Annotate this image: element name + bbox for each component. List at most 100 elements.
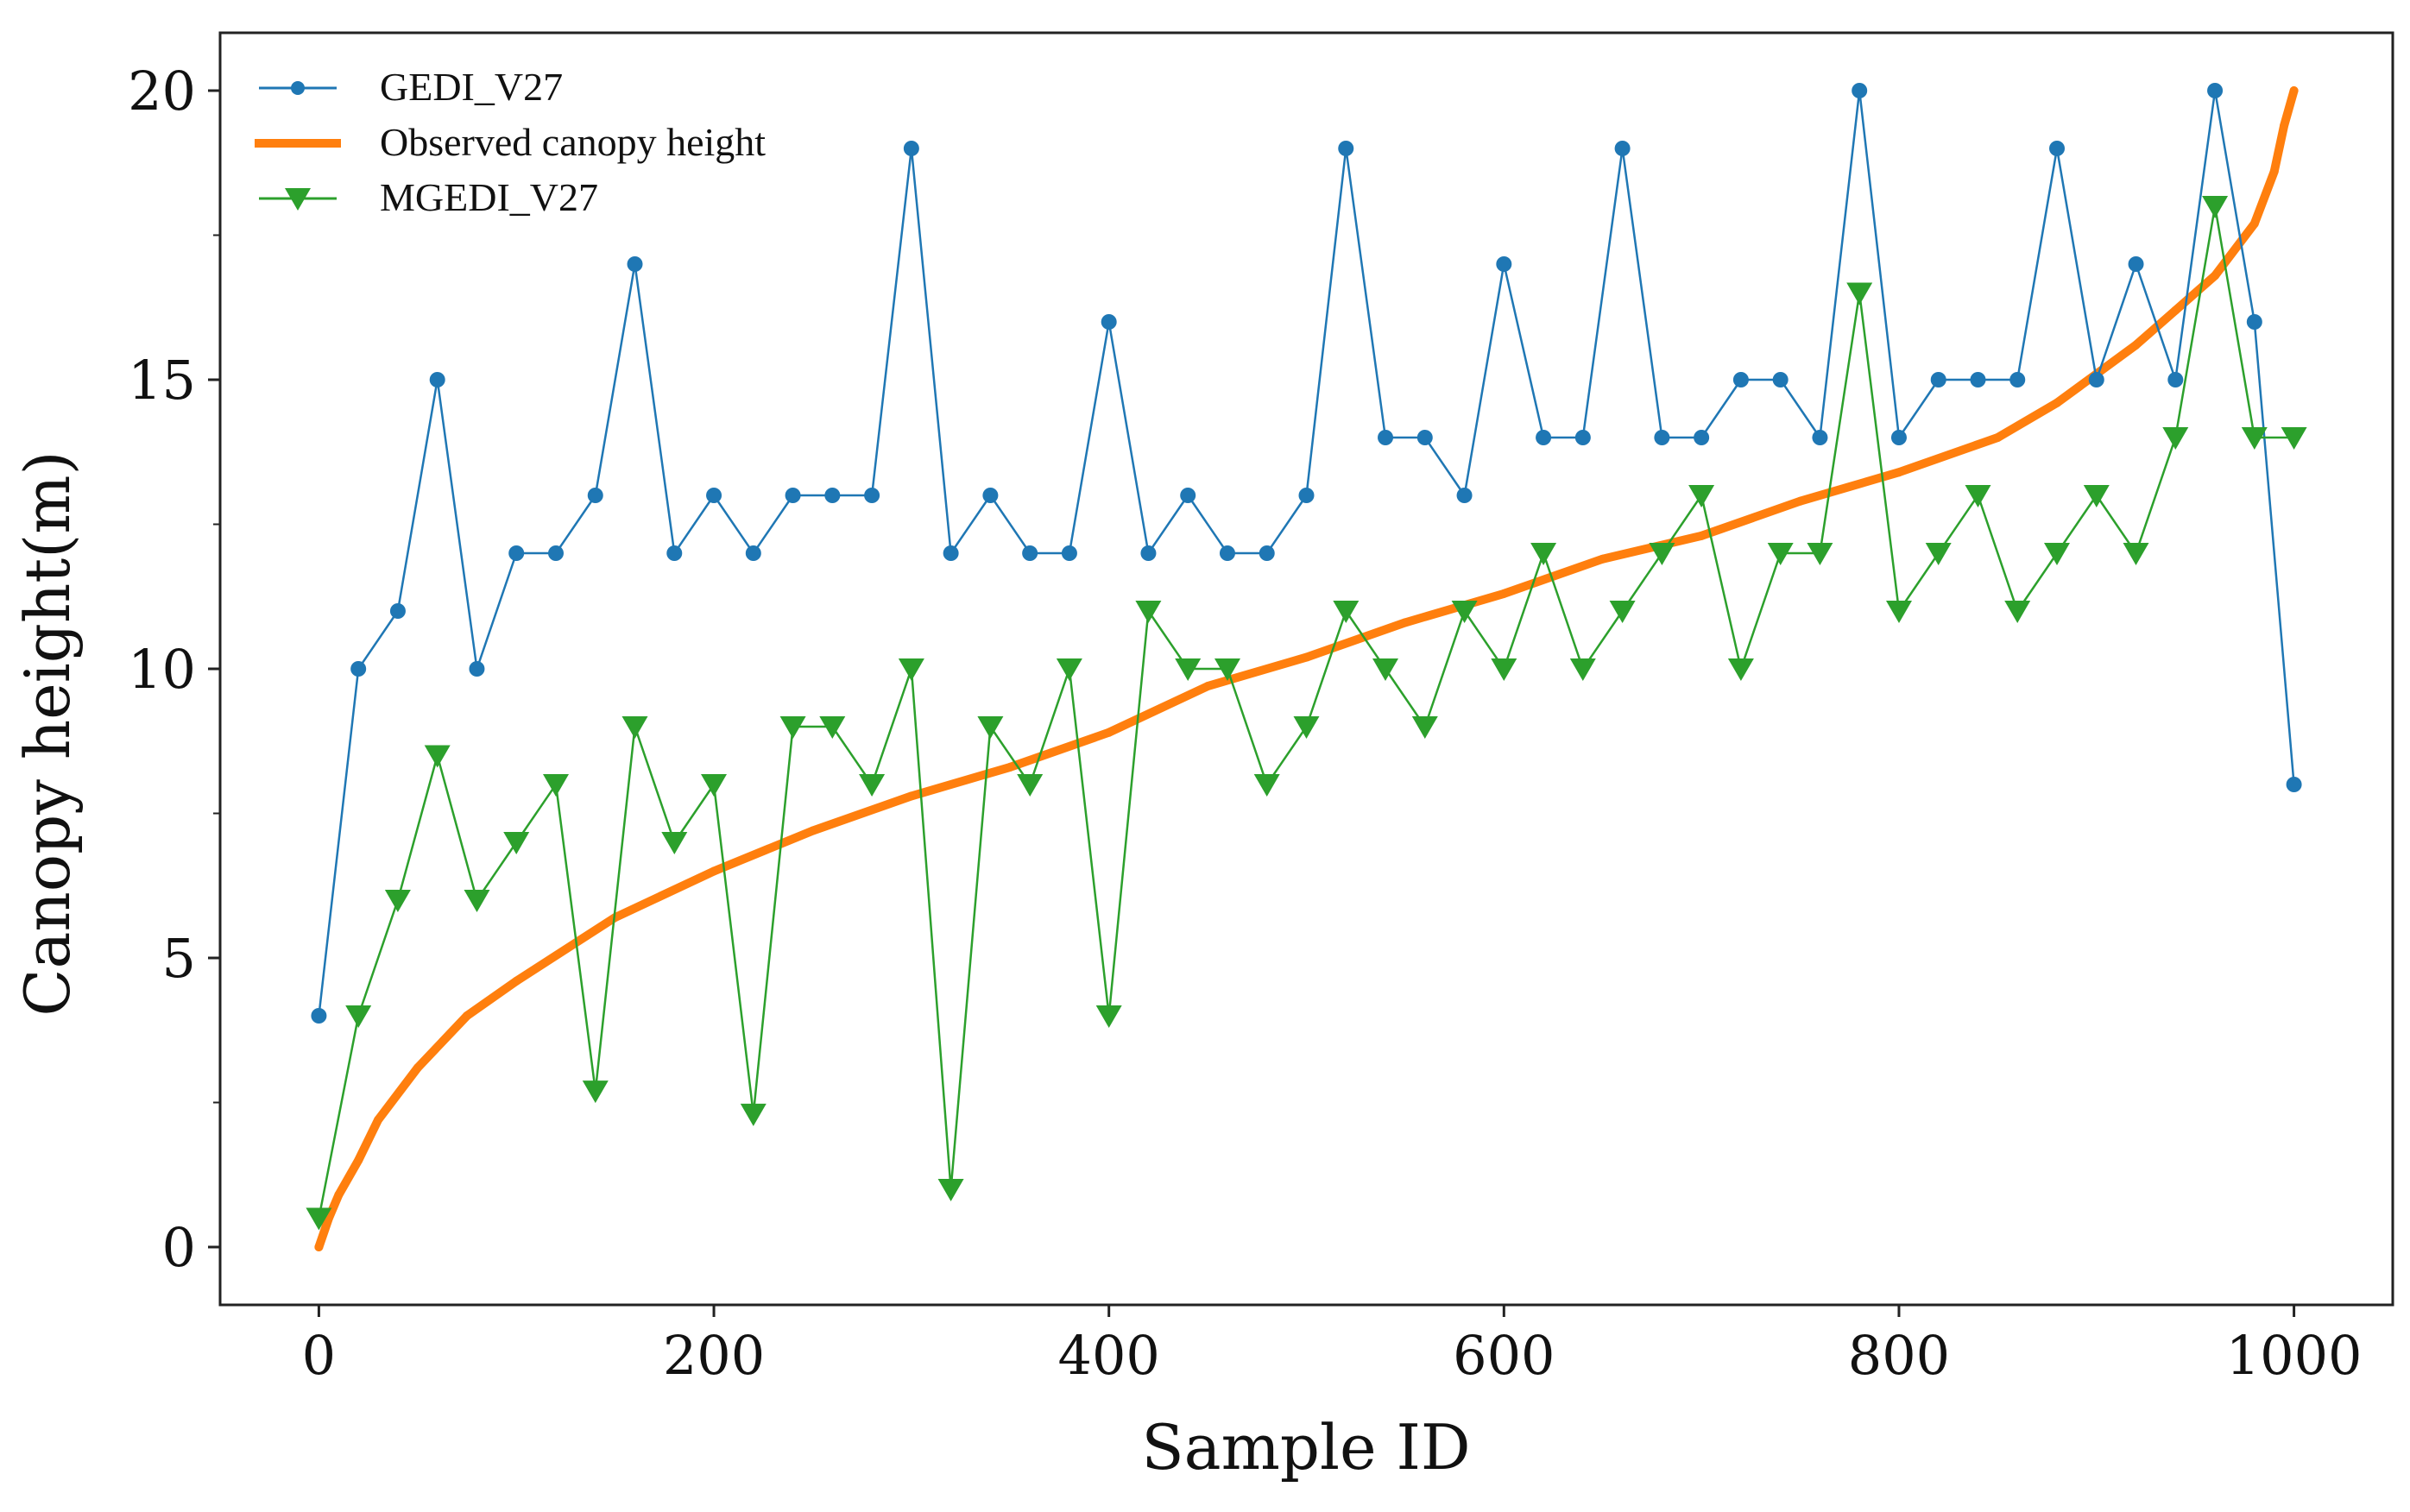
data-point-gedi	[1614, 141, 1631, 156]
data-point-observed	[463, 1011, 472, 1020]
data-point-gedi	[982, 488, 999, 503]
legend-swatch-mgedi-marker	[285, 188, 311, 211]
data-point-gedi	[2088, 372, 2104, 387]
plot-frame	[218, 31, 2394, 1307]
data-point-gedi	[1101, 314, 1117, 330]
data-point-gedi	[2207, 83, 2224, 98]
data-point-gedi	[1772, 372, 1789, 387]
data-point-mgedi	[543, 774, 569, 797]
data-point-observed	[1006, 762, 1015, 772]
data-point-gedi	[1219, 545, 1235, 561]
legend-label-mgedi: MGEDI_V27	[380, 175, 598, 219]
data-point-gedi	[2286, 777, 2302, 792]
data-point-mgedi	[345, 1005, 372, 1028]
data-point-mgedi	[1569, 658, 1596, 681]
data-point-gedi	[2167, 372, 2184, 387]
data-point-mgedi	[1649, 543, 1675, 565]
data-point-gedi	[1416, 430, 1433, 445]
data-point-mgedi	[701, 774, 727, 797]
data-point-mgedi	[898, 658, 924, 681]
data-point-gedi	[1456, 488, 1473, 503]
data-point-gedi	[1536, 430, 1552, 445]
data-point-gedi	[1574, 430, 1591, 445]
data-point-mgedi	[2281, 427, 2307, 450]
data-point-gedi	[350, 661, 367, 677]
data-point-observed	[1697, 531, 1707, 540]
data-point-observed	[1203, 682, 1213, 691]
data-point-observed	[2211, 271, 2220, 280]
data-point-mgedi	[661, 832, 688, 854]
data-point-gedi	[1180, 488, 1196, 503]
data-point-mgedi	[2004, 601, 2031, 623]
data-point-observed	[2131, 340, 2141, 350]
data-point-gedi	[389, 603, 406, 619]
data-point-gedi	[1378, 430, 1394, 445]
data-point-mgedi	[384, 890, 411, 912]
data-point-gedi	[2246, 314, 2262, 330]
series-gedi	[311, 83, 2302, 1024]
data-point-gedi	[1338, 141, 1354, 156]
data-point-mgedi	[1451, 601, 1478, 623]
data-point-gedi	[745, 545, 761, 561]
data-point-gedi	[864, 488, 880, 503]
data-point-mgedi	[1175, 658, 1202, 681]
data-point-gedi	[587, 488, 603, 503]
data-point-mgedi	[2202, 196, 2229, 218]
data-point-mgedi	[464, 890, 490, 912]
data-point-observed	[710, 866, 719, 876]
series-line-mgedi	[318, 205, 2294, 1219]
data-point-mgedi	[306, 1207, 332, 1231]
data-point-mgedi	[1925, 543, 1952, 565]
data-point-mgedi	[503, 832, 530, 854]
legend-label-observed: Observed canopy height	[380, 120, 766, 164]
data-point-gedi	[1259, 545, 1275, 561]
x-axis-title: Sample ID	[1141, 1411, 1470, 1484]
data-point-observed	[1104, 728, 1114, 737]
y-tick-label: 0	[162, 1216, 196, 1279]
data-point-gedi	[2049, 141, 2066, 156]
data-point-mgedi	[740, 1103, 767, 1126]
legend-label-gedi: GEDI_V27	[380, 65, 563, 109]
data-point-gedi	[627, 256, 643, 272]
data-point-mgedi	[2044, 543, 2070, 565]
data-point-gedi	[547, 545, 564, 561]
data-point-mgedi	[1530, 543, 1557, 565]
data-point-gedi	[706, 488, 722, 503]
data-point-gedi	[1061, 545, 1077, 561]
data-point-gedi	[1970, 372, 1986, 387]
data-point-mgedi	[1688, 485, 1715, 507]
data-point-mgedi	[779, 716, 806, 739]
data-point-observed	[1499, 589, 1509, 598]
data-point-mgedi	[1372, 658, 1398, 681]
y-tick-label: 15	[128, 349, 196, 412]
data-point-mgedi	[1491, 658, 1517, 681]
data-point-observed	[2289, 86, 2299, 95]
data-point-mgedi	[1056, 658, 1082, 681]
data-point-mgedi	[582, 1080, 609, 1104]
data-point-gedi	[1890, 430, 1907, 445]
data-point-mgedi	[1017, 774, 1044, 797]
data-point-mgedi	[859, 774, 886, 797]
data-point-mgedi	[2241, 427, 2268, 450]
x-tick-label: 200	[663, 1324, 765, 1387]
data-point-mgedi	[1767, 543, 1794, 565]
data-point-mgedi	[2083, 485, 2110, 507]
data-point-observed	[2053, 398, 2062, 407]
data-point-observed	[354, 1156, 363, 1165]
data-point-mgedi	[1333, 601, 1360, 623]
data-point-mgedi	[2123, 543, 2149, 565]
data-point-gedi	[1852, 83, 1868, 98]
data-point-mgedi	[1727, 658, 1754, 681]
data-point-mgedi	[2162, 427, 2189, 450]
series-mgedi	[306, 196, 2307, 1231]
data-point-gedi	[666, 545, 683, 561]
data-point-mgedi	[424, 745, 451, 768]
data-point-observed	[374, 1115, 383, 1125]
data-point-observed	[1894, 468, 1903, 477]
data-point-gedi	[2009, 372, 2026, 387]
data-point-observed	[334, 1190, 344, 1200]
data-point-mgedi	[819, 716, 846, 739]
data-point-observed	[2269, 167, 2279, 176]
data-point-gedi	[1654, 430, 1670, 445]
x-tick-label: 400	[1058, 1324, 1160, 1387]
